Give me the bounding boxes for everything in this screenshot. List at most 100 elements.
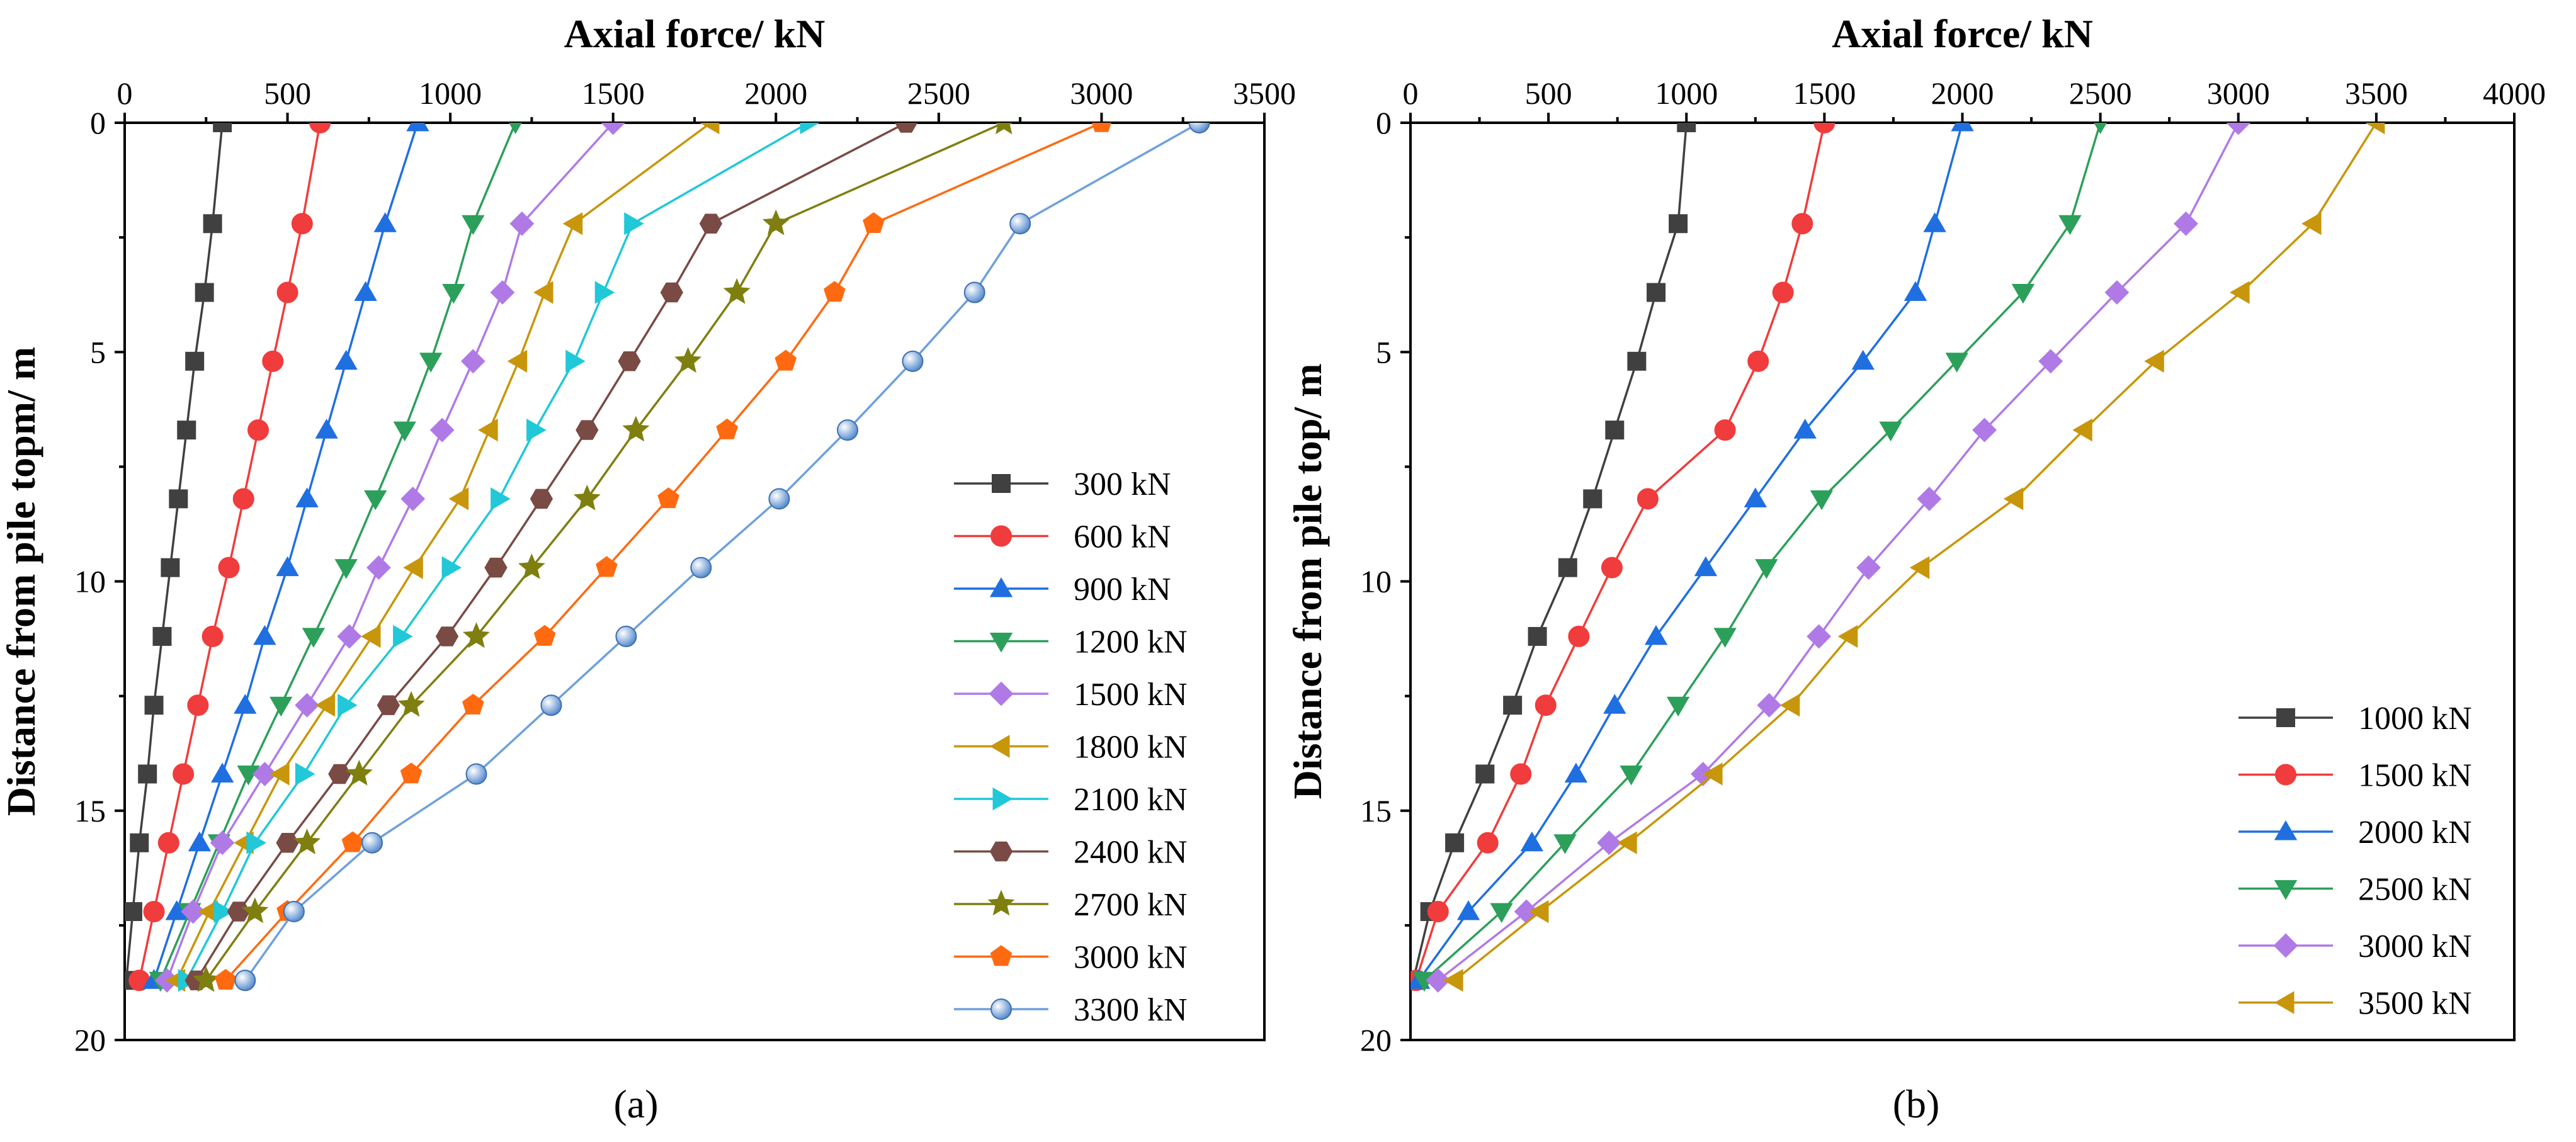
- legend: 300 kN 600 kN 900 kN 1200 kN 1500 kN 1800 kN 2…: [954, 466, 1188, 1028]
- legend-label: 1000 kN: [2358, 701, 2472, 737]
- data-point: [533, 281, 553, 304]
- data-point: [1528, 626, 1547, 646]
- data-point: [768, 488, 790, 510]
- series-2500-kn: [1412, 123, 2108, 992]
- data-point: [995, 123, 1013, 135]
- data-point: [1644, 625, 1668, 645]
- data-point: [173, 763, 195, 785]
- panel-a-chart: 0 500 1000 1500 2000 2500 3000 3500 0 5 10 15 20 Axia…: [0, 11, 1296, 1126]
- series-3500-kn: [1443, 123, 2385, 992]
- series-3000-kn: [214, 123, 1111, 990]
- data-point: [291, 213, 313, 235]
- y-tick-label: 20: [1360, 1022, 1392, 1058]
- data-point: [363, 490, 387, 511]
- data-point: [2144, 349, 2164, 373]
- legend-marker: [2274, 820, 2298, 840]
- x-axis-title: Axial force/ kN: [1832, 11, 2093, 56]
- series-line: [244, 123, 1200, 981]
- data-point: [276, 833, 299, 853]
- plot-frame: [1409, 122, 2516, 1041]
- data-point: [218, 557, 240, 579]
- data-point: [1945, 353, 1968, 373]
- legend-marker: [2275, 764, 2296, 786]
- y-tick-label: 5: [90, 334, 106, 370]
- data-point: [1772, 281, 1794, 303]
- y-axis-title: Distance from pile top/ m: [1285, 363, 1330, 799]
- data-point: [337, 624, 362, 649]
- legend-marker: [992, 474, 1011, 493]
- data-point: [152, 626, 172, 646]
- data-point: [361, 832, 383, 854]
- data-point: [214, 969, 237, 990]
- data-point: [315, 693, 336, 717]
- series-1500-kn: [154, 123, 626, 993]
- legend-marker: [990, 998, 1012, 1020]
- data-point: [1793, 419, 1817, 439]
- series-line: [205, 123, 1005, 981]
- data-point: [1475, 764, 1495, 784]
- legend-label: 3000 kN: [1074, 940, 1188, 976]
- data-point: [565, 349, 586, 373]
- series-600-kn: [128, 123, 331, 992]
- data-point: [1757, 693, 1782, 718]
- x-tick-label: 2000: [1931, 76, 1994, 111]
- legend-label: 1800 kN: [1074, 730, 1188, 766]
- data-point: [1879, 421, 1902, 442]
- data-point: [354, 281, 377, 301]
- series-line: [1423, 123, 2102, 981]
- data-point: [507, 349, 528, 373]
- data-point: [338, 693, 358, 717]
- data-point: [1597, 830, 1621, 856]
- data-point: [143, 901, 165, 923]
- data-point: [2094, 123, 2108, 135]
- data-point: [491, 487, 511, 511]
- series-line: [1454, 123, 2378, 981]
- data-point: [533, 625, 556, 646]
- data-point: [1617, 831, 1637, 854]
- data-point: [1558, 558, 1577, 577]
- data-point: [1091, 123, 1111, 132]
- data-point: [246, 831, 266, 854]
- y-tick-label: 10: [1360, 564, 1392, 599]
- legend-label: 3500 kN: [2358, 986, 2472, 1022]
- legend-label: 2500 kN: [2358, 872, 2472, 908]
- data-point: [1807, 624, 1832, 649]
- data-point: [393, 625, 413, 648]
- data-point: [232, 488, 254, 510]
- x-tick-label: 3500: [1233, 76, 1296, 111]
- x-tick-label: 500: [1525, 76, 1572, 111]
- data-point: [509, 123, 522, 135]
- data-point: [1837, 625, 1858, 648]
- data-point: [1647, 283, 1666, 302]
- x-axis-title: Axial force/ kN: [564, 11, 826, 56]
- legend-marker: [2274, 991, 2295, 1014]
- data-point: [177, 421, 196, 440]
- legend-label: 2700 kN: [1074, 887, 1188, 923]
- legend-label: 3000 kN: [2358, 929, 2472, 964]
- data-point: [276, 556, 299, 577]
- data-point: [1917, 486, 1942, 511]
- data-point: [1528, 900, 1549, 924]
- data-point: [837, 419, 859, 441]
- x-tick-label: 3500: [2345, 76, 2408, 111]
- data-point: [562, 212, 583, 235]
- data-point: [406, 123, 429, 132]
- legend-marker: [992, 787, 1013, 811]
- data-point: [1951, 123, 1974, 132]
- data-point: [465, 763, 487, 785]
- data-point: [622, 416, 650, 442]
- data-point: [302, 628, 326, 648]
- data-point: [315, 419, 338, 439]
- data-point: [484, 557, 508, 578]
- data-point: [157, 832, 179, 854]
- legend-label: 1500 kN: [1074, 677, 1188, 713]
- data-point: [1443, 969, 1463, 992]
- data-point: [270, 762, 290, 786]
- data-point: [252, 762, 277, 786]
- data-point: [1627, 351, 1647, 371]
- legend-marker: [989, 633, 1013, 653]
- data-point: [1601, 557, 1623, 579]
- data-point: [963, 281, 985, 303]
- data-point: [1851, 349, 1875, 370]
